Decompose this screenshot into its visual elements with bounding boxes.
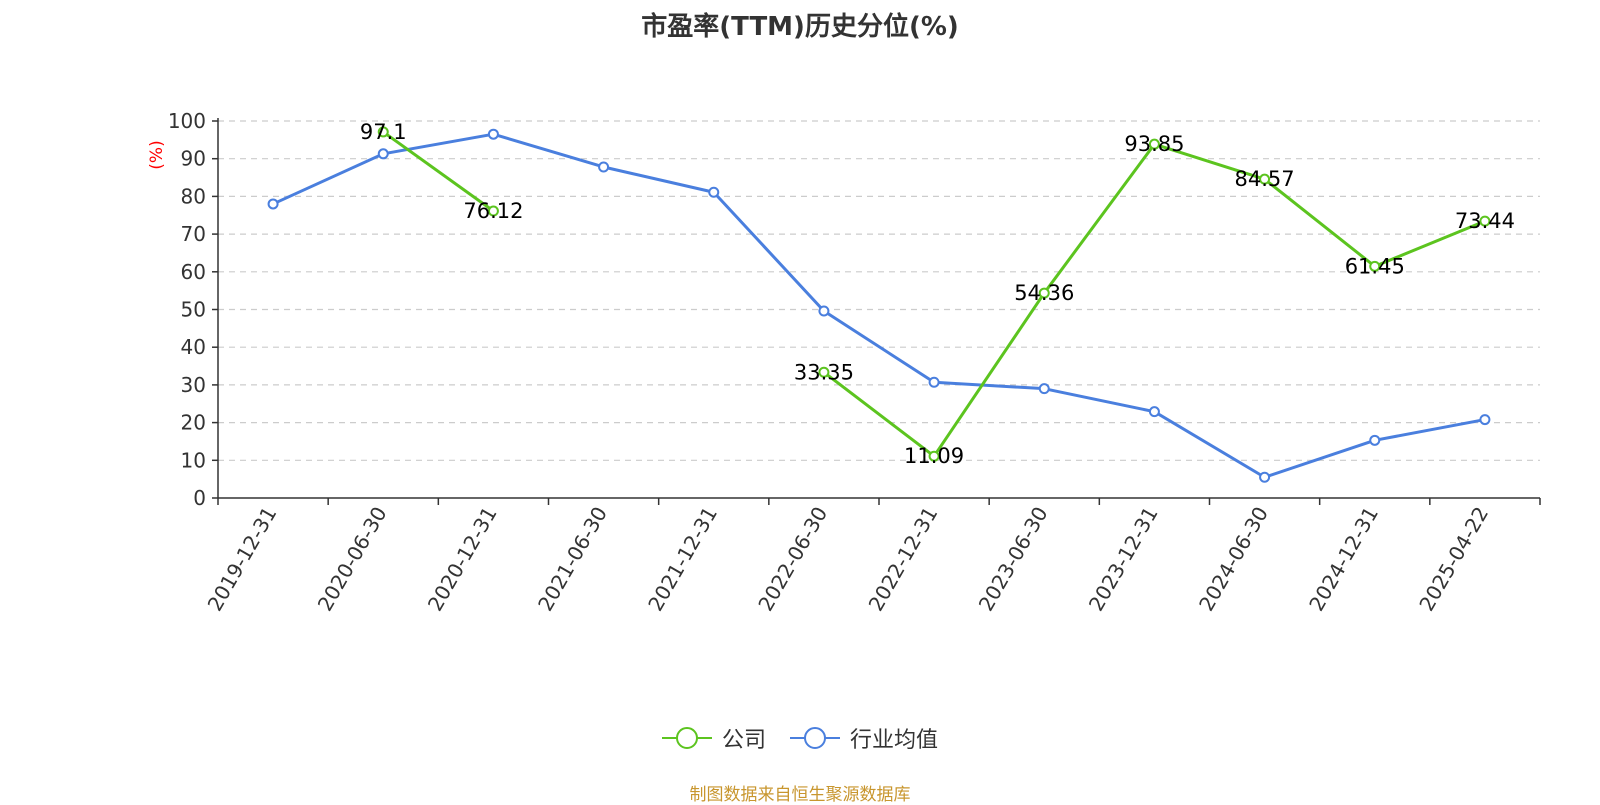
legend-label-company: 公司 [721,728,766,753]
data-label-company: 97.1 [360,120,407,144]
x-tick-label: 2021-12-31 [643,503,722,616]
data-point-company[interactable] [1259,173,1271,185]
series-layer [267,126,1491,483]
legend: 公司 行业均值 [0,722,1600,754]
data-point-industry-avg[interactable] [377,148,389,160]
grid-layer [218,120,1540,461]
data-point-industry-avg[interactable] [818,305,830,317]
y-tick-label: 10 [181,448,206,472]
data-point-industry-avg[interactable] [928,376,940,388]
y-tick-label: 80 [181,184,206,208]
x-tick-label: 2024-12-31 [1304,503,1383,616]
data-point-company[interactable] [1148,138,1160,150]
data-label-company: 76.12 [463,199,523,223]
legend-marker-industry-avg [790,727,840,749]
y-tick-label: 100 [168,109,206,133]
x-tick-label: 2022-06-30 [753,503,832,616]
data-label-company: 93.85 [1124,132,1184,156]
y-tick-label: 0 [193,486,206,510]
data-label-company: 61.45 [1345,254,1405,278]
data-point-industry-avg[interactable] [1038,383,1050,395]
y-tick-label: 70 [181,222,206,246]
x-tick-label: 2020-06-30 [313,503,392,616]
data-label-company: 73.44 [1455,209,1515,233]
data-point-industry-avg[interactable] [1369,434,1381,446]
series-line-company [382,130,495,213]
label-layer: 97.1 76.12 33.35 11.09 54.36 93.85 84.57 61.45 7… [360,120,1515,468]
data-point-company[interactable] [928,450,940,462]
legend-item-industry-avg[interactable]: 行业均值 [790,722,938,754]
x-tick-label: 2025-04-22 [1414,503,1493,616]
x-tick-label: 2020-12-31 [423,502,502,615]
data-label-company: 84.57 [1235,167,1295,191]
y-tick-label: 90 [181,147,206,171]
data-point-company[interactable] [1369,260,1381,272]
data-point-industry-avg[interactable] [487,128,499,140]
data-point-industry-avg[interactable] [1479,414,1491,426]
data-point-industry-avg[interactable] [708,186,720,198]
legend-label-industry-avg: 行业均值 [850,728,939,753]
x-tick-label: 2023-12-31 [1084,503,1163,616]
x-tick-label: 2019-12-31 [203,503,282,616]
data-label-company: 11.09 [904,444,964,468]
chart-title: 市盈率(TTM)历史分位(%) [641,12,959,42]
data-point-company[interactable] [1479,215,1491,227]
data-label-company: 54.36 [1014,281,1074,305]
data-point-industry-avg[interactable] [267,198,279,210]
data-point-industry-avg[interactable] [598,161,610,173]
data-label-company: 33.35 [794,360,854,384]
y-tick-label: 60 [181,260,206,284]
y-tick-label: 30 [181,373,206,397]
x-tick-label: 2022-12-31 [864,502,943,615]
data-point-company[interactable] [487,205,499,217]
data-point-industry-avg[interactable] [1148,406,1160,418]
y-tick-label: 20 [181,411,206,435]
data-point-industry-avg[interactable] [1259,471,1271,483]
legend-marker-company [661,727,712,749]
data-point-company[interactable] [818,366,830,378]
legend-item-company[interactable]: 公司 [661,722,766,754]
source-note: 制图数据来自恒生聚源数据库 [689,785,911,805]
x-tick-label: 2023-06-30 [974,503,1053,616]
data-point-company[interactable] [377,126,389,138]
y-axis-label: (%) [147,140,167,169]
x-tick-label: 2024-06-30 [1194,503,1273,616]
y-tick-label: 40 [181,335,206,359]
x-tick-label: 2021-06-30 [533,503,612,616]
data-point-company[interactable] [1038,287,1050,299]
series-line-industry-avg [272,132,1486,479]
y-tick-label: 50 [181,298,206,322]
